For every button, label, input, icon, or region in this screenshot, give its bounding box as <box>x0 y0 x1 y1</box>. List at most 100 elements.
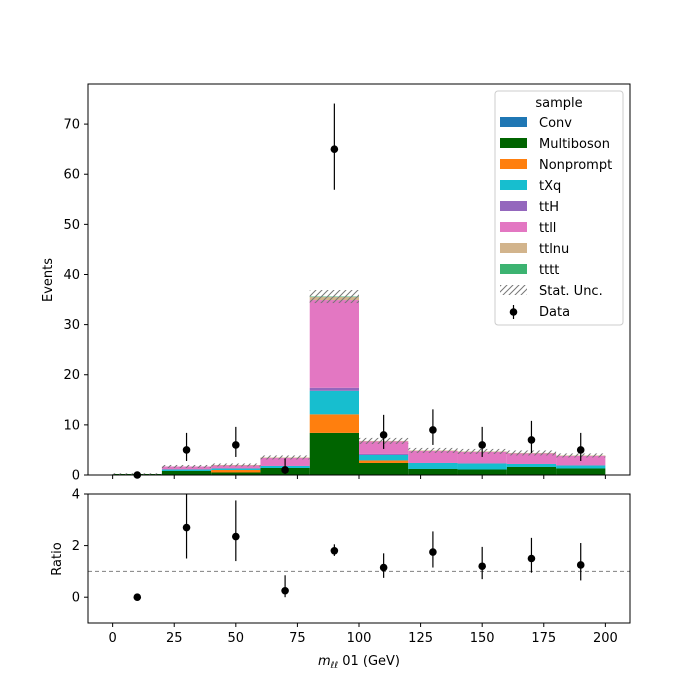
main-data-points <box>133 103 585 479</box>
ratio-point-8 <box>527 554 536 563</box>
legend-label-data: Data <box>539 305 570 320</box>
ratio-point-3 <box>281 586 289 595</box>
main-y-tick-label-10: 10 <box>63 418 80 433</box>
legend-data-marker <box>509 308 518 316</box>
bar-ttll-4 <box>309 300 359 388</box>
bar-tth-4 <box>309 387 359 391</box>
bar-multiboson-7 <box>457 469 507 475</box>
data-point-8 <box>527 436 536 444</box>
legend-label-tth: ttH <box>539 200 559 215</box>
legend-label-ttll: ttll <box>539 221 556 236</box>
data-point-7 <box>478 441 486 449</box>
legend-label-ttlnu: ttlnu <box>539 242 569 257</box>
bar-multiboson-1 <box>161 470 212 475</box>
legend-label-stat-unc: Stat. Unc. <box>539 284 603 299</box>
bar-multiboson-4 <box>309 432 359 475</box>
bar-tth-5 <box>359 453 409 455</box>
data-point-5 <box>379 431 388 439</box>
bar-multiboson-5 <box>359 462 409 475</box>
ratio-y-tick-label-2: 2 <box>72 539 80 554</box>
x-tick-label-0: 0 <box>108 631 116 646</box>
bar-nonprompt-4 <box>309 414 359 433</box>
ratio-point-0 <box>133 593 142 601</box>
bar-nonprompt-2 <box>211 469 261 473</box>
main-stacked-bars <box>112 296 606 475</box>
bar-txq-8 <box>506 463 557 467</box>
x-tick-label-175: 175 <box>531 631 556 646</box>
legend-label-multiboson: Multiboson <box>539 137 610 152</box>
ratio-point-9 <box>576 561 585 569</box>
main-y-ticks: 0 10 20 30 40 50 60 70 <box>63 118 88 484</box>
bar-txq-7 <box>457 463 507 470</box>
main-y-axis-label: Events <box>41 258 56 302</box>
ratio-y-ticks: 0 2 4 <box>72 488 88 606</box>
legend-swatch-conv <box>500 117 527 127</box>
legend-swatch-nonprompt <box>500 159 527 169</box>
x-axis-label: mℓℓ 01 (GeV) <box>318 654 400 671</box>
bar-txq-2 <box>211 468 261 470</box>
legend-swatch-tttt <box>500 264 527 274</box>
stat-unc-band-2 <box>211 463 261 467</box>
ratio-point-1 <box>182 523 191 532</box>
ratio-point-4 <box>330 546 339 555</box>
ratio-x-ticks: 0 25 50 75 100 125 150 175 200 <box>108 623 618 646</box>
bar-txq-9 <box>556 465 606 469</box>
legend-label-txq: tXq <box>539 179 561 194</box>
bar-txq-6 <box>408 462 458 469</box>
bar-txq-1 <box>161 469 212 471</box>
ratio-y-tick-label-4: 4 <box>72 488 80 503</box>
bar-ttll-6 <box>408 450 458 463</box>
bar-ttll-2 <box>211 465 261 469</box>
x-axis-label-sub: ℓℓ <box>330 661 338 671</box>
main-y-tick-label-0: 0 <box>72 469 80 484</box>
ratio-y-axis-label: Ratio <box>50 542 65 575</box>
data-point-4 <box>330 145 339 153</box>
bar-txq-5 <box>359 454 409 461</box>
stat-unc-band-4 <box>309 290 359 304</box>
bar-multiboson-6 <box>408 468 458 475</box>
main-y-tick-label-50: 50 <box>63 218 80 233</box>
stat-unc-band-3 <box>260 455 310 460</box>
ratio-plot-frame <box>87 493 631 624</box>
main-y-tick-label-30: 30 <box>63 318 80 333</box>
x-tick-label-150: 150 <box>470 631 495 646</box>
legend-swatch-ttlnu <box>500 243 527 253</box>
ratio-point-6 <box>429 548 437 556</box>
legend-label-tttt: tttt <box>539 263 559 278</box>
bar-nonprompt-5 <box>359 460 409 463</box>
ratio-y-tick-label-0: 0 <box>72 591 80 606</box>
x-tick-label-125: 125 <box>408 631 433 646</box>
stat-unc-band-6 <box>408 447 458 453</box>
legend-title: sample <box>535 96 582 111</box>
ratio-panel: 0 25 50 75 100 125 150 175 200 0 2 4 Ratio mℓℓ 01 … <box>50 488 631 671</box>
legend-swatch-tth <box>500 201 527 211</box>
x-axis-label-m: m <box>318 654 331 669</box>
main-y-tick-label-40: 40 <box>63 268 80 283</box>
bar-multiboson-2 <box>211 472 261 475</box>
bar-txq-4 <box>309 390 359 415</box>
legend-label-conv: Conv <box>539 116 572 131</box>
x-tick-label-200: 200 <box>593 631 618 646</box>
x-tick-label-100: 100 <box>347 631 372 646</box>
ratio-data-points <box>133 494 585 601</box>
main-y-tick-label-60: 60 <box>63 168 80 183</box>
data-point-1 <box>182 446 191 454</box>
main-y-tick-label-70: 70 <box>63 118 80 133</box>
bar-ttll-7 <box>457 451 507 464</box>
legend-swatch-stat-unc <box>500 285 527 295</box>
data-point-6 <box>429 426 437 434</box>
x-tick-label-50: 50 <box>228 631 245 646</box>
bar-multiboson-9 <box>556 468 606 475</box>
legend-label-nonprompt: Nonprompt <box>539 158 612 173</box>
main-panel: 0 10 20 30 40 50 60 70 Events <box>41 83 631 484</box>
legend-swatch-txq <box>500 180 527 190</box>
ratio-point-2 <box>232 532 240 541</box>
ratio-point-7 <box>478 562 486 571</box>
bar-multiboson-8 <box>506 466 557 475</box>
legend-swatch-multiboson <box>500 138 527 148</box>
ratio-point-5 <box>379 563 388 572</box>
x-axis-label-rest: 01 (GeV) <box>338 654 400 669</box>
data-point-9 <box>576 446 585 454</box>
x-tick-label-25: 25 <box>166 631 183 646</box>
